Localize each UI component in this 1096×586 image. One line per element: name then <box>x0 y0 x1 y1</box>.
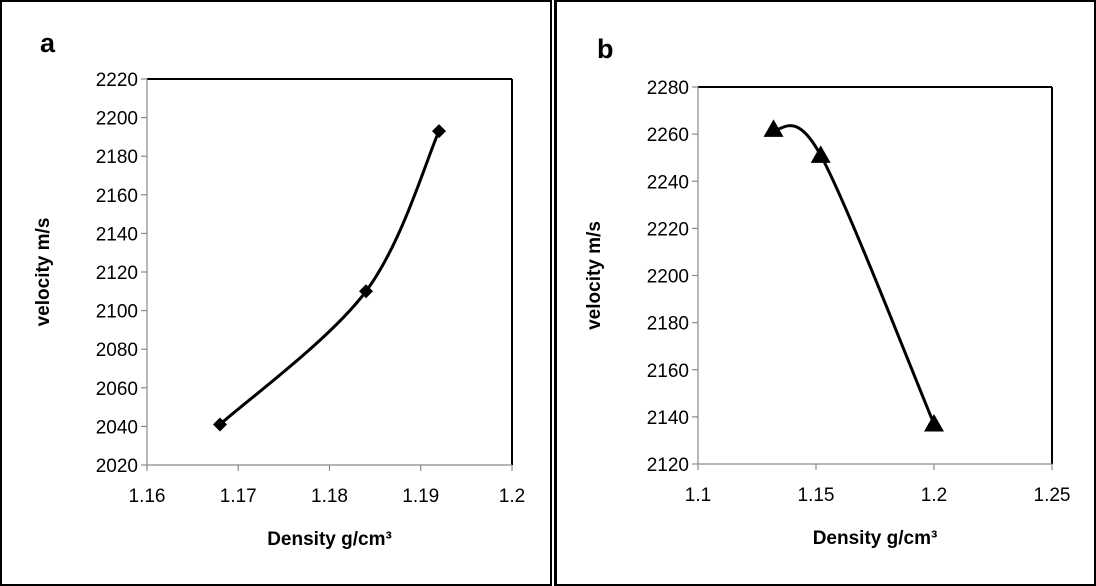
y-tick-label: 2060 <box>96 379 138 400</box>
y-tick-label: 2100 <box>96 302 138 323</box>
y-tick-label: 2220 <box>96 70 138 91</box>
y-axis-title: velocity m/s <box>584 221 605 330</box>
y-tick-label: 2140 <box>647 408 689 429</box>
y-tick-label: 2080 <box>96 340 138 361</box>
y-tick-label: 2160 <box>96 186 138 207</box>
y-tick-label: 2040 <box>96 417 138 438</box>
y-tick-label: 2180 <box>96 147 138 168</box>
chart-panel-b: b 2120 2140 2160 2180 2200 2220 2240 2260 2280 1.1… <box>554 0 1096 586</box>
x-tick-label: 1.17 <box>220 486 257 507</box>
data-point-diamond <box>213 417 227 432</box>
data-point-diamond <box>432 124 446 139</box>
x-tick-label: 1.2 <box>921 485 947 506</box>
y-tick-label: 2260 <box>647 125 689 146</box>
x-tick-label: 1.19 <box>402 486 439 507</box>
data-point-triangle <box>810 145 831 163</box>
chart-a-svg: a 2020 2040 2060 2080 2100 2120 2140 2160 2180 220… <box>33 28 525 550</box>
panel-label: a <box>40 28 56 58</box>
y-tick-label: 2200 <box>96 109 138 130</box>
x-tick-label: 1.2 <box>499 486 525 507</box>
y-tick-label: 2220 <box>647 219 689 240</box>
x-axis-title: Density g/cm³ <box>813 528 938 549</box>
x-tick-label: 1.25 <box>1034 485 1071 506</box>
x-tick-label: 1.1 <box>685 485 711 506</box>
x-tick-label: 1.16 <box>129 486 166 507</box>
y-axis-title: velocity m/s <box>33 218 54 327</box>
data-point-diamond <box>359 284 373 299</box>
y-tick-label: 2140 <box>96 224 138 245</box>
y-tick-label: 2200 <box>647 267 689 288</box>
chart-panel-a: a 2020 2040 2060 2080 2100 2120 2140 2160 2180 220… <box>0 0 552 586</box>
y-tick-label: 2160 <box>647 361 689 382</box>
x-tick-label: 1.15 <box>798 485 835 506</box>
x-axis-title: Density g/cm³ <box>267 529 392 550</box>
y-tick-label: 2180 <box>647 314 689 335</box>
series-line <box>218 130 441 426</box>
chart-b-svg: b 2120 2140 2160 2180 2200 2220 2240 2260 2280 1.1… <box>584 34 1071 549</box>
panel-label: b <box>597 34 614 64</box>
data-point-triangle <box>924 413 944 432</box>
series-line <box>772 124 936 425</box>
y-tick-label: 2280 <box>647 78 689 99</box>
y-tick-label: 2120 <box>647 455 689 476</box>
data-point-triangle <box>763 119 784 137</box>
y-tick-label: 2240 <box>647 172 689 193</box>
x-tick-label: 1.18 <box>311 486 348 507</box>
y-tick-label: 2020 <box>96 456 138 477</box>
y-tick-label: 2120 <box>96 263 138 284</box>
